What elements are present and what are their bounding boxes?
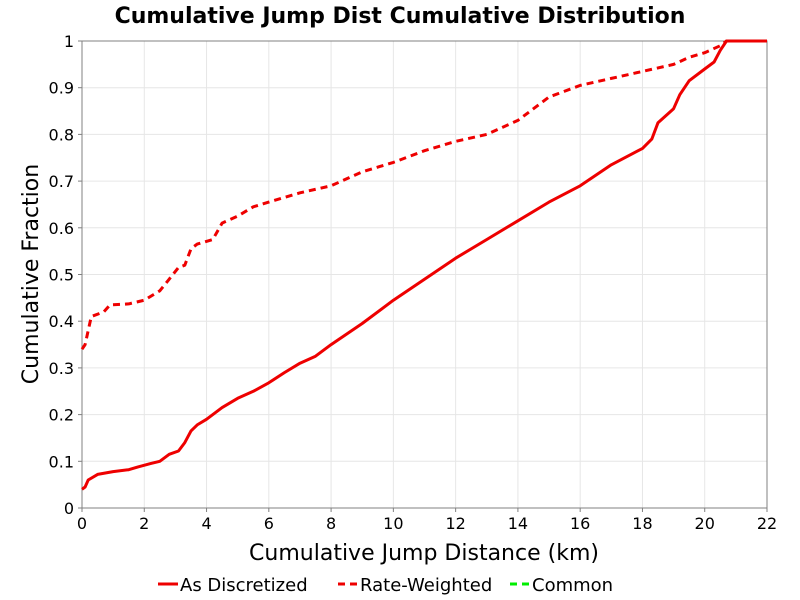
- x-axis-label: Cumulative Jump Distance (km): [249, 541, 599, 566]
- x-tick-label: 8: [326, 514, 336, 533]
- x-tick-label: 12: [445, 514, 465, 533]
- y-tick-label: 0.7: [49, 172, 74, 191]
- x-tick-label: 0: [77, 514, 87, 533]
- chart-title: Cumulative Jump Dist Cumulative Distribu…: [115, 4, 686, 29]
- series-line-as-discretized: [81, 39, 767, 491]
- y-tick-label: 0.6: [49, 219, 74, 238]
- x-tick-label: 10: [383, 514, 403, 533]
- y-tick-label: 0.9: [49, 79, 74, 98]
- x-tick-label: 20: [695, 514, 715, 533]
- x-tick-label: 6: [264, 514, 274, 533]
- x-tick-label: 16: [570, 514, 590, 533]
- x-tick-label: 18: [632, 514, 652, 533]
- y-axis-label: Cumulative Fraction: [19, 164, 44, 384]
- plot-border: [81, 40, 768, 509]
- y-tick-label: 0.5: [49, 266, 74, 285]
- legend-label: Rate-Weighted: [360, 575, 492, 596]
- x-tick-label: 4: [201, 514, 211, 533]
- legend: As Discretized Rate-Weighted Common: [158, 575, 613, 596]
- legend-label: As Discretized: [180, 575, 308, 596]
- series-layer: [80, 39, 767, 491]
- x-tick-label: 14: [508, 514, 528, 533]
- y-tick-label: 0.3: [49, 359, 74, 378]
- axes: 0 2 4 6 8 10 12 14 16 18 20 22 0 0.1 0.2 0.3 0.4 0.5 0.6 0.…: [49, 32, 778, 533]
- series-line-rate-weighted: [80, 39, 767, 351]
- y-tick-label: 0.8: [49, 125, 74, 144]
- grid: [81, 40, 768, 509]
- x-tick-label: 22: [757, 514, 777, 533]
- legend-label: Common: [532, 575, 613, 596]
- y-tick-label: 0.2: [49, 406, 74, 425]
- y-tick-label: 0: [64, 499, 74, 518]
- y-tick-label: 0.1: [49, 452, 74, 471]
- y-tick-label: 0.4: [49, 312, 74, 331]
- x-tick-label: 2: [139, 514, 149, 533]
- y-tick-label: 1: [64, 32, 74, 51]
